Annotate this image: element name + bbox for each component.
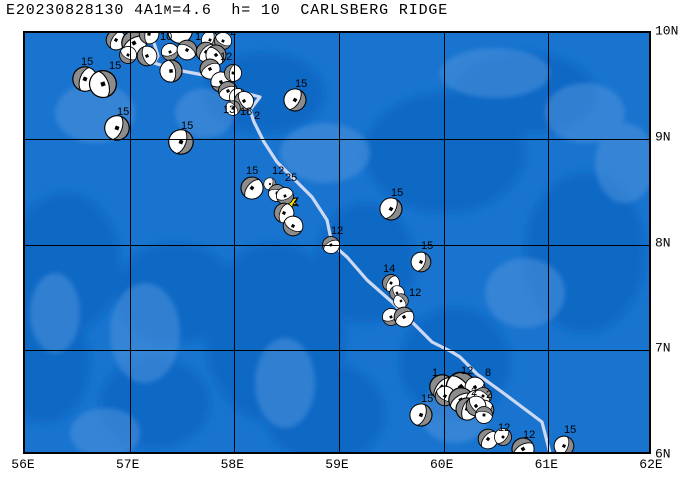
svg-text:1: 1 bbox=[432, 367, 438, 379]
svg-text:12: 12 bbox=[220, 51, 232, 63]
svg-text:8: 8 bbox=[485, 367, 491, 379]
svg-text:2: 2 bbox=[471, 386, 477, 398]
svg-text:14: 14 bbox=[383, 263, 395, 275]
svg-text:1: 1 bbox=[195, 33, 201, 43]
svg-text:15: 15 bbox=[421, 240, 433, 252]
svg-text:2: 2 bbox=[292, 196, 298, 208]
svg-text:15: 15 bbox=[81, 56, 93, 68]
svg-text:10: 10 bbox=[160, 33, 172, 43]
svg-text:12: 12 bbox=[272, 165, 284, 177]
svg-text:15: 15 bbox=[295, 78, 307, 90]
svg-text:12: 12 bbox=[523, 429, 535, 441]
svg-text:12: 12 bbox=[409, 287, 421, 299]
svg-text:18: 18 bbox=[130, 33, 142, 34]
svg-text:12: 12 bbox=[498, 422, 510, 434]
svg-text:2: 2 bbox=[254, 110, 260, 122]
svg-text:15: 15 bbox=[564, 424, 576, 436]
svg-text:15: 15 bbox=[421, 393, 433, 405]
svg-text:15: 15 bbox=[246, 165, 258, 177]
svg-text:12: 12 bbox=[461, 365, 473, 377]
svg-text:15: 15 bbox=[181, 120, 193, 132]
svg-text:15: 15 bbox=[391, 187, 403, 199]
svg-text:18: 18 bbox=[240, 106, 252, 118]
svg-text:25: 25 bbox=[285, 172, 297, 184]
svg-text:15: 15 bbox=[109, 60, 121, 72]
svg-text:15: 15 bbox=[117, 106, 129, 118]
svg-text:2: 2 bbox=[486, 389, 492, 401]
svg-text:12: 12 bbox=[331, 225, 343, 237]
